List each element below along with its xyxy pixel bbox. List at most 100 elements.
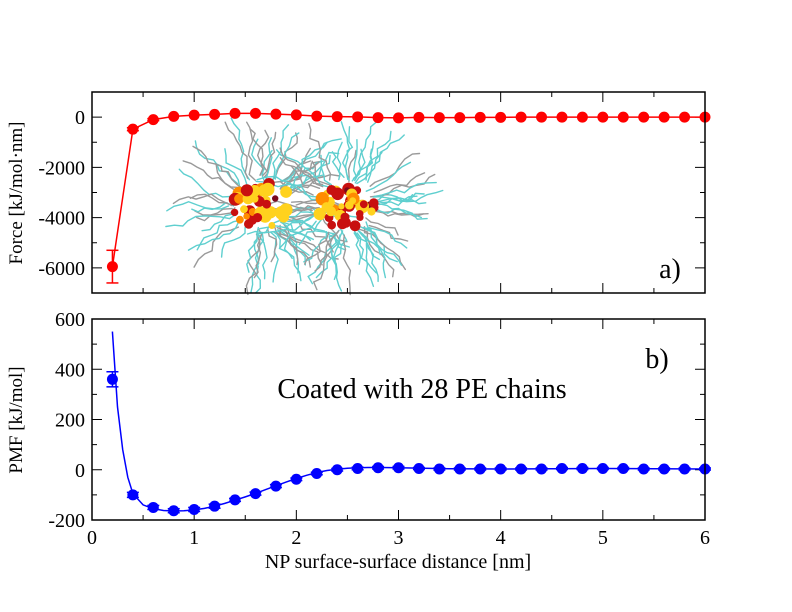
panel-a-data-point <box>249 107 261 119</box>
polymer-chain <box>214 163 244 190</box>
polymer-chain <box>187 220 240 251</box>
panel-a-data-point <box>495 111 507 123</box>
panel-a-y-axis-label: Force [kJ/mol·nm] <box>6 121 27 264</box>
panel-a-data-point <box>576 111 588 123</box>
nanoparticle-atom <box>315 192 329 206</box>
panel-a-data-point <box>127 123 139 135</box>
nanoparticle-atom <box>349 220 361 232</box>
polymer-chain <box>353 230 379 283</box>
panel-b-data-point <box>147 501 159 513</box>
panel-a-data-point <box>474 111 486 123</box>
polymer-chain <box>224 121 249 179</box>
nanoparticle-atom <box>278 211 289 223</box>
panel-b-y-tick-label: 0 <box>75 460 85 482</box>
panel-b-x-tick-label: 5 <box>598 527 608 549</box>
nanoparticle-atom <box>280 186 292 198</box>
polymer-chain <box>253 228 263 279</box>
panel-a-data-point <box>372 112 384 124</box>
panel-b-x-tick-label: 6 <box>700 527 710 549</box>
polymer-chain <box>165 214 236 228</box>
panel-b-frame <box>91 318 706 521</box>
nanoparticle-atom <box>230 208 239 217</box>
nanoparticle-atom <box>367 207 376 216</box>
polymer-chain <box>363 226 406 271</box>
panel-a-data-point <box>209 108 221 120</box>
panel-b-data-point <box>617 462 629 474</box>
polymer-chain <box>365 161 412 192</box>
polymer-chain <box>230 117 251 181</box>
polymer-chain <box>352 148 366 180</box>
nanoparticle-core <box>228 178 293 229</box>
panel-a-label: a) <box>659 254 681 285</box>
panel-b-series-line <box>111 331 706 512</box>
polymer-chain <box>172 193 233 207</box>
panel-a-plot: -6000 -4000 -2000 0 <box>38 91 711 294</box>
panel-b-data-point <box>679 463 691 475</box>
polymer-chain <box>288 173 341 196</box>
polymer-chain <box>378 189 444 203</box>
polymer-chain <box>265 137 273 181</box>
polymer-chain <box>245 233 261 296</box>
polymer-chain <box>193 226 240 268</box>
nanoparticle-atom <box>272 195 279 202</box>
polymer-chain <box>372 202 422 219</box>
polymer-chain <box>353 232 362 265</box>
polymer-chain <box>298 217 324 246</box>
polymer-chain <box>279 230 310 256</box>
panel-a-data-point <box>106 261 118 273</box>
polymer-chain <box>372 192 425 203</box>
polymer-chains <box>165 117 444 296</box>
panel-a-data-point <box>229 107 241 119</box>
panel-a-frame <box>91 91 706 294</box>
polymer-chain <box>308 122 332 181</box>
panel-a-data-point <box>168 110 180 122</box>
panel-b-data-point <box>229 494 241 506</box>
panel-b-data-point <box>127 489 139 501</box>
polymer-chain <box>330 230 344 280</box>
nanoparticle-atom <box>313 207 326 221</box>
panel-a-data-point <box>536 111 548 123</box>
polymer-chain <box>304 231 330 265</box>
polymer-chain <box>357 228 395 278</box>
panel-b-data-point <box>168 505 180 517</box>
polymer-chain <box>277 141 328 183</box>
polymer-chain <box>357 229 387 279</box>
polymer-chain <box>373 181 437 198</box>
panel-a-data-point <box>515 111 527 123</box>
nanoparticle-atom <box>327 220 337 230</box>
nanoparticle-atom <box>355 210 364 218</box>
panel-b-data-point <box>474 463 486 475</box>
nanoparticle-atom <box>369 198 379 208</box>
panel-a-data-point <box>413 111 425 123</box>
nanoparticle-atom <box>359 200 368 209</box>
panel-b-data-point <box>270 480 282 492</box>
panel-b-data-point <box>209 500 221 512</box>
nanoparticle-atom <box>234 193 244 204</box>
panel-a-data-point <box>270 108 282 120</box>
polymer-chain <box>368 224 409 242</box>
panel-b-data-point <box>454 463 466 475</box>
polymer-chain <box>262 131 277 177</box>
polymer-chain <box>283 161 320 189</box>
polymer-chain <box>365 130 392 181</box>
polymer-chain <box>332 234 343 292</box>
polymer-chain <box>261 149 273 181</box>
panel-b-data-point <box>106 373 118 385</box>
panel-b-x-tick-label: 2 <box>291 527 301 549</box>
polymer-chain <box>281 147 311 183</box>
panel-b-data-point <box>249 488 261 500</box>
panel-a-data-point <box>311 110 323 122</box>
panel-b-x-tick-label: 4 <box>496 527 506 549</box>
nanoparticle-atom <box>243 213 250 220</box>
polymer-chain <box>275 232 302 282</box>
panel-a-y-tick-label: 0 <box>75 107 85 129</box>
polymer-chain <box>254 233 265 294</box>
panel-b-x-tick-label: 1 <box>189 527 199 549</box>
polymer-chain <box>320 154 332 186</box>
polymer-chain <box>365 217 399 236</box>
panel-b-data-point <box>495 463 507 475</box>
polymer-chain <box>290 165 321 189</box>
panel-b-data-point <box>576 462 588 474</box>
